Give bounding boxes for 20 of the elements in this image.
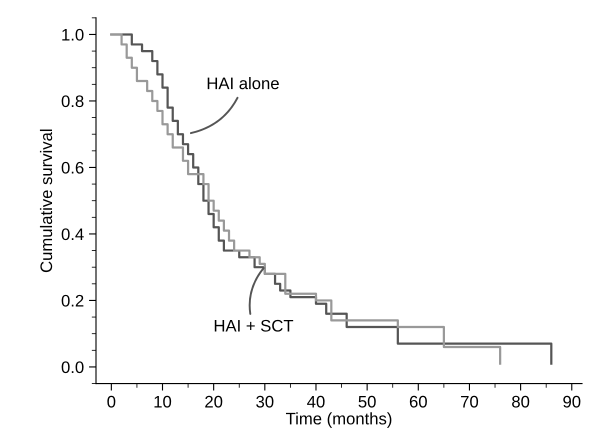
text: HAI alone — [208, 77, 279, 90]
y-tick-label: 0.0 — [62, 361, 84, 374]
x-tick-label: 70 — [461, 396, 478, 408]
y-tick-label: 0.2 — [62, 294, 84, 307]
series-label: HAI + SCT — [214, 320, 294, 332]
x-tick-label: 40 — [307, 396, 325, 408]
y-axis-title: Cumulative survival — [40, 130, 52, 272]
x-tick-label: 90 — [563, 396, 580, 408]
x-tick-label: 0 — [107, 396, 116, 408]
x-tick-label: 60 — [410, 396, 427, 408]
x-tick-label: 20 — [205, 396, 222, 408]
x-tick-label: 30 — [256, 396, 274, 408]
y-tick-label: 1.0 — [62, 28, 84, 41]
y-tick-label: 0.4 — [62, 228, 84, 240]
x-axis-title: Time (months) — [286, 412, 392, 428]
x-tick-label: 50 — [358, 396, 376, 408]
y-tick-label: 0.6 — [62, 162, 84, 174]
x-tick-label: 80 — [512, 396, 530, 408]
x-tick-label: 10 — [154, 396, 172, 408]
y-tick-label: 0.8 — [62, 95, 84, 108]
